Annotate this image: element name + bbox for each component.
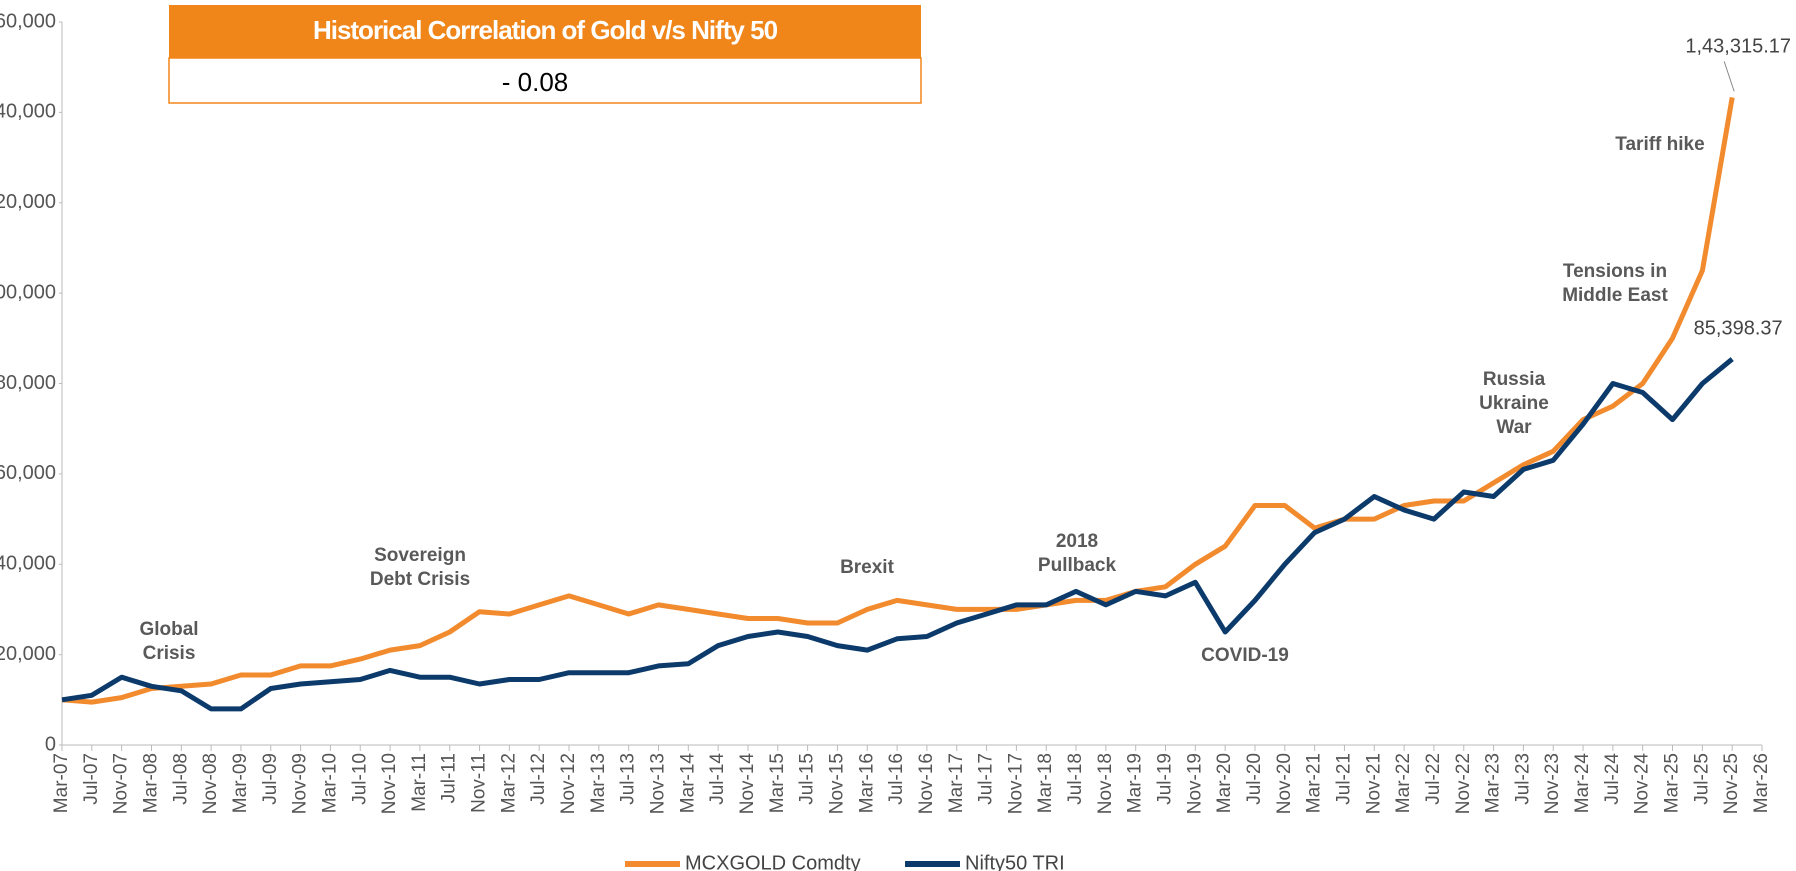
- x-tick-label: Mar-23: [1483, 753, 1504, 813]
- x-tick-label: Jul-11: [439, 753, 460, 803]
- x-tick-label: Nov-21: [1363, 753, 1384, 814]
- annotation: Tensions in: [1563, 261, 1667, 282]
- x-tick-label: Jul-18: [1065, 753, 1086, 805]
- value-label: 1,43,315.17: [1685, 36, 1791, 58]
- annotation: Pullback: [1038, 555, 1117, 576]
- x-tick-label: Mar-10: [319, 753, 340, 813]
- x-tick-label: Nov-12: [558, 753, 579, 814]
- x-tick-label: Nov-20: [1274, 753, 1295, 814]
- x-tick-label: Nov-22: [1453, 753, 1474, 814]
- y-tick-label: 20,000: [0, 643, 56, 665]
- x-tick-label: Mar-08: [140, 753, 161, 813]
- x-tick-label: Nov-13: [648, 753, 669, 814]
- x-tick-label: Jul-19: [1155, 753, 1176, 805]
- y-tick-label: 1,00,000: [0, 281, 56, 303]
- y-tick-label: 1,40,000: [0, 101, 56, 123]
- x-tick-label: Jul-09: [260, 753, 281, 805]
- x-tick-label: Mar-07: [51, 753, 72, 813]
- x-tick-label: Nov-18: [1095, 753, 1116, 814]
- x-tick-label: Jul-15: [797, 753, 818, 805]
- x-tick-label: Mar-11: [409, 753, 430, 812]
- x-tick-label: Nov-16: [916, 753, 937, 814]
- x-tick-label: Nov-10: [379, 753, 400, 814]
- x-tick-label: Mar-19: [1125, 753, 1146, 813]
- x-tick-label: Jul-08: [170, 753, 191, 805]
- x-tick-label: Nov-14: [737, 753, 758, 815]
- x-tick-label: Nov-17: [1005, 753, 1026, 814]
- annotation: Crisis: [143, 643, 196, 664]
- x-tick-label: Mar-25: [1662, 753, 1683, 813]
- box-value: - 0.08: [502, 67, 569, 97]
- y-tick-label: 80,000: [0, 372, 56, 394]
- y-tick-label: 0: [45, 733, 56, 755]
- x-tick-label: Jul-07: [81, 753, 102, 805]
- x-tick-label: Nov-15: [826, 753, 847, 814]
- x-tick-label: Mar-21: [1304, 753, 1325, 813]
- x-tick-label: Jul-22: [1423, 753, 1444, 805]
- x-tick-label: Mar-12: [498, 753, 519, 813]
- x-tick-label: Nov-11: [469, 753, 490, 813]
- x-tick-label: Mar-13: [588, 753, 609, 813]
- legend-label: Nifty50 TRI: [965, 852, 1065, 871]
- annotation: Tariff hike: [1615, 134, 1704, 155]
- box-title: Historical Correlation of Gold v/s Nifty…: [313, 15, 778, 45]
- x-tick-label: Mar-20: [1214, 753, 1235, 813]
- x-tick-label: Nov-19: [1184, 753, 1205, 814]
- x-tick-label: Mar-22: [1393, 753, 1414, 813]
- x-tick-label: Jul-10: [349, 753, 370, 805]
- x-tick-label: Mar-16: [856, 753, 877, 813]
- x-tick-label: Nov-25: [1721, 753, 1742, 814]
- y-tick-label: 1,20,000: [0, 191, 56, 213]
- x-tick-label: Nov-07: [111, 753, 132, 814]
- annotation: 2018: [1056, 531, 1098, 552]
- annotation: Sovereign: [374, 545, 466, 566]
- x-tick-label: Jul-23: [1512, 753, 1533, 805]
- x-tick-label: Nov-23: [1542, 753, 1563, 814]
- x-tick-label: Mar-15: [767, 753, 788, 813]
- x-tick-label: Jul-16: [886, 753, 907, 805]
- x-tick-label: Jul-25: [1691, 753, 1712, 805]
- legend-label: MCXGOLD Comdty: [685, 852, 861, 871]
- x-tick-label: Jul-14: [707, 753, 728, 805]
- y-tick-label: 40,000: [0, 553, 56, 575]
- annotation: Middle East: [1562, 285, 1668, 306]
- x-tick-label: Mar-26: [1751, 753, 1772, 813]
- annotation: COVID-19: [1201, 645, 1289, 666]
- x-tick-label: Nov-24: [1632, 753, 1653, 815]
- series-line: [61, 357, 1734, 712]
- x-tick-label: Mar-18: [1035, 753, 1056, 813]
- annotation: Russia: [1483, 369, 1546, 390]
- x-tick-label: Nov-08: [200, 753, 221, 814]
- annotation: Ukraine: [1479, 393, 1549, 414]
- x-tick-label: Jul-20: [1244, 753, 1265, 805]
- x-tick-label: Jul-13: [618, 753, 639, 805]
- leader-line: [1723, 61, 1735, 92]
- box-body: [168, 57, 922, 104]
- x-tick-label: Jul-21: [1333, 753, 1354, 805]
- annotation: Brexit: [840, 557, 895, 578]
- annotation: Debt Crisis: [370, 569, 470, 590]
- y-tick-label: 60,000: [0, 462, 56, 484]
- y-tick-label: 1,60,000: [0, 10, 56, 32]
- annotation: War: [1496, 417, 1532, 438]
- annotation: Global: [139, 619, 198, 640]
- x-tick-label: Jul-24: [1602, 753, 1623, 805]
- x-tick-label: Mar-24: [1572, 753, 1593, 814]
- x-tick-label: Mar-17: [946, 753, 967, 813]
- x-tick-label: Nov-09: [290, 753, 311, 814]
- box-header: [169, 5, 921, 58]
- value-label: 85,398.37: [1694, 317, 1783, 339]
- x-tick-label: Jul-17: [976, 753, 997, 805]
- x-tick-label: Mar-09: [230, 753, 251, 813]
- x-tick-label: Mar-14: [677, 753, 698, 814]
- x-tick-label: Jul-12: [528, 753, 549, 805]
